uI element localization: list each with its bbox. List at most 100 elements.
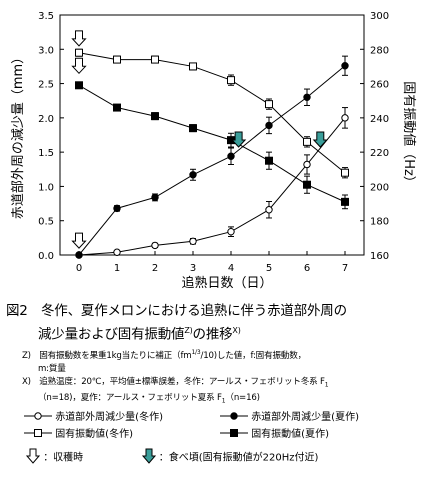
y-right-tick-label: 260: [370, 80, 389, 91]
legend: 赤道部外周減少量(冬作) 赤道部外周減少量(夏作) 固有振動値(冬作) 固有振動…: [24, 408, 424, 442]
x-tick-label: 6: [304, 263, 310, 274]
data-point: [265, 156, 273, 165]
data-point: [303, 137, 311, 146]
series-line: [78, 65, 346, 256]
y-left-tick-label: 2.0: [38, 114, 54, 125]
caption-sup-z: Z): [184, 326, 193, 335]
eating-label: ：食べ頃(固有振動値が220Hz付近): [158, 452, 319, 464]
x-tick-label: 3: [190, 263, 196, 274]
data-point: [75, 48, 83, 57]
y-right-tick-label: 180: [370, 217, 389, 228]
x-tick-label: 2: [152, 263, 158, 274]
caption-line2-text: 減少量および固有振動値: [38, 326, 185, 343]
data-point: [341, 62, 349, 70]
legend-label: 固有振動値(夏作): [251, 429, 329, 440]
legend-label: 赤道部外周減少量(冬作): [55, 412, 163, 423]
caption-sup-x: X): [232, 326, 241, 335]
y-left-tick-label: 1.5: [38, 148, 54, 159]
arrow-legend: ：収穫時 ：食べ頃(固有振動値が220Hz付近): [25, 448, 319, 464]
y-left-tick-label: 0.0: [38, 251, 54, 262]
x-tick-label: 4: [228, 263, 234, 274]
footnote-z-sup: 1/3: [191, 349, 201, 356]
data-point: [75, 81, 83, 90]
data-point: [303, 93, 311, 101]
y-right-tick-label: 240: [370, 114, 389, 125]
data-point: [113, 55, 121, 64]
x-axis-label: 追熟日数（日）: [181, 275, 272, 291]
footnote-x: X) 追熟温度：20℃，平均値±標準誤差，冬作：アールス・フェボリット冬系 F1: [22, 376, 422, 392]
y-left-tick-label: 3.5: [38, 11, 54, 22]
series-line: [78, 52, 346, 174]
eating-arrow-icon: [141, 448, 156, 464]
filled-square-marker-icon: [220, 428, 248, 437]
data-point: [303, 180, 311, 189]
data-point: [113, 204, 121, 213]
y-axis-left-label: 赤道部外周の減少量（mm）: [10, 51, 26, 219]
harvest-arrow-icon: [25, 448, 41, 464]
data-point: [227, 76, 235, 85]
data-point: [113, 248, 121, 256]
data-point: [265, 206, 273, 214]
footnote-z: Z) 固有振動数を果重1kg当たりに補正（fm1/3/10)した値，f:固有振動…: [22, 346, 422, 363]
y-left-tick-label: 1.0: [38, 182, 54, 193]
data-point: [189, 124, 197, 133]
harvest-arrow-icon: [71, 57, 87, 75]
data-point: [75, 251, 83, 259]
y-left-tick-label: 0.5: [38, 217, 54, 228]
x-tick-label: 5: [266, 263, 272, 274]
data-point: [189, 171, 197, 179]
series-3: [75, 48, 349, 179]
caption-line2: 減少量および固有振動値Z)の推移X): [6, 321, 422, 345]
open-circle-marker-icon: [24, 411, 52, 420]
data-point: [113, 103, 121, 112]
data-point: [227, 152, 235, 160]
harvest-arrow-icon: [71, 232, 87, 249]
legend-item-summer-reduction: 赤道部外周減少量(夏作): [220, 408, 359, 423]
plot-frame: [59, 14, 365, 256]
data-point: [303, 160, 311, 169]
eating-arrow-icon: [312, 131, 328, 148]
data-point: [227, 227, 235, 236]
harvest-arrow-icon: [71, 30, 87, 47]
data-point: [151, 193, 159, 202]
y-right-tick-label: 300: [370, 11, 389, 22]
x-tick-label: 1: [114, 263, 120, 274]
data-point: [341, 114, 349, 122]
footnote-z-line2: m:質量: [38, 363, 66, 374]
y-right-tick-label: 220: [370, 148, 389, 159]
y-axis-right-label: 固有振動値（Hz）: [401, 81, 417, 189]
legend-label: 固有振動値(冬作): [55, 429, 133, 440]
legend-item-winter-vibration: 固有振動値(冬作): [24, 425, 133, 440]
caption-line1: 図2 冬作、夏作メロンにおける追熟に伴う赤道部外周の: [6, 303, 347, 319]
y-right-tick-label: 280: [370, 45, 389, 56]
footnote-x-sub: 1: [324, 381, 329, 389]
legend-label: 赤道部外周減少量(夏作): [251, 412, 359, 423]
caption-line2-tail: の推移: [192, 326, 233, 343]
footnotes: Z) 固有振動数を果重1kg当たりに補正（fm1/3/10)した値，f:固有振動…: [22, 346, 422, 407]
series-line: [78, 117, 346, 256]
data-point: [341, 168, 349, 177]
filled-circle-marker-icon: [220, 411, 248, 420]
data-point: [151, 241, 159, 250]
chart-series: [75, 48, 349, 259]
footnote-x-line2: （n=18)，夏作：アールス・フェボリット夏系 F1（n=16): [22, 392, 422, 408]
footnote-x-text: X) 追熟温度：20℃，平均値±標準誤差，冬作：アールス・フェボリット冬系 F: [22, 376, 325, 387]
chart: 0 1 2 3 4 5 6 7 0.0 0.5 1.0 1.5 2.0 2.5 3.0 3.5 160 180 20…: [10, 11, 417, 291]
series-line: [78, 84, 346, 203]
harvest-label: ：収穫時: [43, 452, 84, 464]
y-right-tick-label: 200: [370, 182, 389, 193]
data-point: [189, 237, 197, 245]
y-left-tick-label: 3.0: [38, 45, 54, 56]
footnote-x2-tail: （n=16): [225, 392, 260, 403]
chart-axes: 0 1 2 3 4 5 6 7 0.0 0.5 1.0 1.5 2.0 2.5 3.0 3.5 160 180 20…: [38, 11, 389, 274]
x-tick-label: 0: [76, 263, 82, 274]
figure-caption: 図2 冬作、夏作メロンにおける追熟に伴う赤道部外周の 減少量および固有振動値Z)…: [6, 302, 422, 345]
footnote-z-text: Z) 固有振動数を果重1kg当たりに補正（fm: [22, 350, 192, 361]
data-point: [151, 55, 159, 64]
data-point: [265, 121, 273, 130]
open-square-marker-icon: [24, 428, 52, 437]
series-2: [75, 55, 349, 259]
x-tick-label: 7: [342, 263, 348, 274]
data-point: [189, 62, 197, 71]
y-left-tick-label: 2.5: [38, 80, 54, 91]
